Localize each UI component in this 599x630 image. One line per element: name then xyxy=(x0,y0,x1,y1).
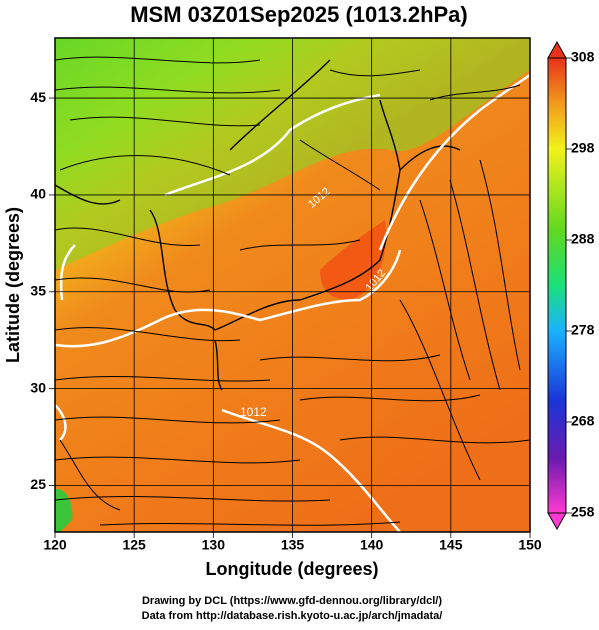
colorbar-tick-label: 298 xyxy=(571,140,595,156)
y-tick-label: 30 xyxy=(30,379,46,395)
y-tick-label: 40 xyxy=(30,186,46,202)
colorbar-tick-label: 288 xyxy=(571,231,595,247)
x-tick-label: 140 xyxy=(360,537,384,553)
y-axis-label: Latitude (degrees) xyxy=(3,207,23,363)
colorbar-tick-label: 278 xyxy=(571,322,595,338)
warm-land xyxy=(320,220,387,300)
y-tick-label: 35 xyxy=(30,282,46,298)
x-tick-label: 120 xyxy=(43,537,67,553)
colorbar-tick-label: 268 xyxy=(571,413,595,429)
x-tick-label: 145 xyxy=(439,537,463,553)
x-tick-label: 150 xyxy=(518,537,542,553)
credit: Data from http://database.rish.kyoto-u.a… xyxy=(142,610,443,622)
x-tick-label: 125 xyxy=(122,537,146,553)
x-axis-label: Longitude (degrees) xyxy=(205,559,378,579)
title: MSM 03Z01Sep2025 (1013.2hPa) xyxy=(130,2,468,27)
y-tick-label: 45 xyxy=(30,89,46,105)
credit: Drawing by DCL (https://www.gfd-dennou.o… xyxy=(142,595,442,607)
colorbar xyxy=(547,57,567,514)
x-tick-label: 135 xyxy=(281,537,305,553)
x-tick-label: 130 xyxy=(202,537,226,553)
streamlines xyxy=(55,56,530,526)
contour-label: 1012 xyxy=(240,405,267,419)
colorbar-tick-label: 258 xyxy=(571,504,595,520)
y-tick-label: 25 xyxy=(30,476,46,492)
colorbar-tick-label: 308 xyxy=(571,49,595,65)
colorbar-min-arrow xyxy=(547,512,567,531)
colorbar-max-arrow xyxy=(547,40,567,59)
